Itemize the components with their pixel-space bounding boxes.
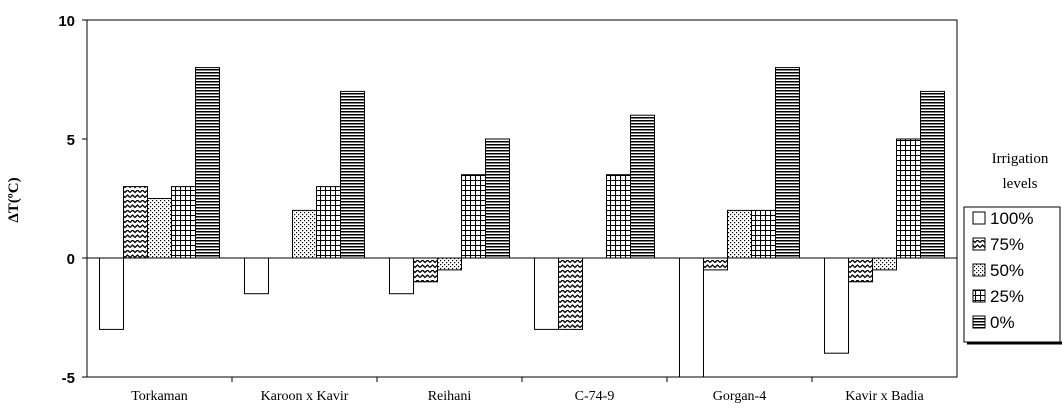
- x-tick-label: Gorgan-4: [713, 389, 766, 404]
- bar-kavir-x-badia-0pct: [920, 90, 945, 259]
- x-tick-label: Kavir x Badia: [845, 389, 924, 404]
- bar-torkaman-25pct: [171, 186, 196, 259]
- x-tick-labels: Torkaman Karoon x Kavir Reihani C-74-9 Gorga…: [131, 389, 924, 404]
- legend-title-line1: Irrigation: [992, 151, 1049, 167]
- legend: 100% 75% 50% 25% 0%: [963, 206, 1062, 345]
- x-tick-label: Torkaman: [131, 389, 188, 404]
- bars-group: [99, 67, 945, 382]
- bar-torkaman-50pct: [147, 198, 172, 259]
- bar-reihani-50pct: [437, 257, 462, 271]
- bar-gorgan-4-100pct: [679, 257, 704, 378]
- bar-reihani-0pct: [485, 138, 510, 259]
- bar-karoon-x-kavir-0pct: [340, 90, 365, 259]
- bar-gorgan-4-50pct: [727, 209, 752, 259]
- bar-gorgan-4-0pct: [775, 67, 800, 259]
- bar-torkaman-0pct: [195, 67, 220, 259]
- x-tick-label: C-74-9: [575, 389, 615, 404]
- legend-label: 100%: [990, 209, 1033, 228]
- bar-kavir-x-badia-100pct: [824, 257, 849, 354]
- bar-karoon-x-kavir-100pct: [244, 257, 269, 295]
- bar-reihani-25pct: [461, 174, 486, 259]
- bar-reihani-100pct: [389, 257, 414, 295]
- legend-label: 75%: [990, 235, 1024, 254]
- y-axis: 10 5 0 -5: [58, 13, 87, 387]
- bar-karoon-x-kavir-50pct: [292, 209, 317, 259]
- bar-gorgan-4-75pct: [703, 257, 728, 271]
- bar-c-74-9-0pct: [630, 114, 655, 259]
- bar-kavir-x-badia-50pct: [872, 257, 897, 271]
- bar-gorgan-4-25pct: [751, 209, 776, 259]
- legend-swatch: [972, 211, 986, 225]
- y-tick-label: 10: [58, 13, 75, 30]
- bar-c-74-9-25pct: [606, 174, 631, 259]
- legend-title-line2: levels: [1003, 176, 1038, 192]
- x-tick-label: Reihani: [428, 389, 472, 404]
- bar-karoon-x-kavir-25pct: [316, 186, 341, 259]
- bar-torkaman-100pct: [99, 257, 124, 330]
- legend-label: 0%: [990, 313, 1015, 332]
- legend-swatch: [972, 315, 986, 329]
- x-tick-label: Karoon x Kavir: [261, 389, 349, 404]
- y-axis-label: ΔT(ºC): [6, 177, 22, 222]
- y-tick-label: 0: [67, 251, 75, 268]
- legend-swatch: [972, 263, 986, 277]
- bar-c-74-9-100pct: [534, 257, 559, 330]
- legend-swatch: [972, 237, 986, 251]
- bar-torkaman-75pct: [123, 186, 148, 259]
- bar-kavir-x-badia-25pct: [896, 138, 921, 259]
- legend-label: 25%: [990, 287, 1024, 306]
- y-tick-label: 5: [67, 132, 75, 149]
- bar-kavir-x-badia-75pct: [848, 257, 873, 283]
- legend-swatch: [972, 289, 986, 303]
- bar-reihani-75pct: [413, 257, 438, 283]
- y-tick-label: -5: [62, 370, 75, 387]
- legend-title: Irrigation levels: [992, 151, 1049, 192]
- bar-c-74-9-75pct: [558, 257, 583, 330]
- legend-label: 50%: [990, 261, 1024, 280]
